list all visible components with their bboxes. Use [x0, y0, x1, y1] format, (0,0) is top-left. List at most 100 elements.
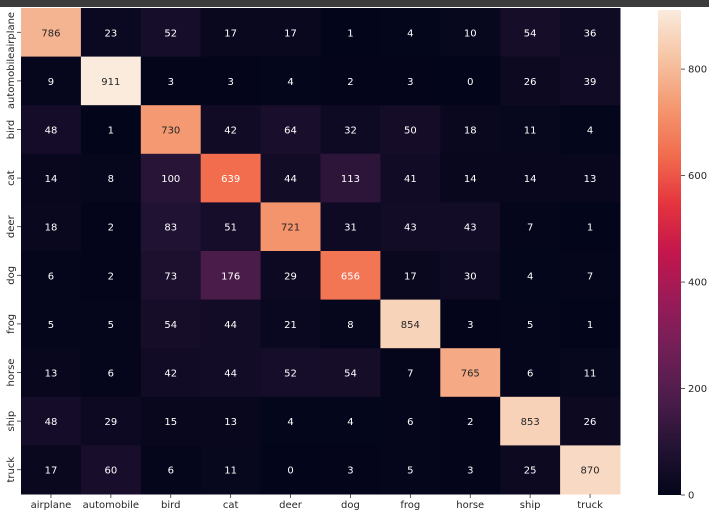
heatmap-cell: [80, 299, 142, 349]
heatmap-cell: [260, 445, 321, 495]
cell-value-label: 1: [108, 126, 114, 137]
y-tick-label: deer: [6, 214, 17, 238]
cell-value-label: 15: [164, 417, 177, 428]
heatmap-cell: [380, 299, 441, 349]
cell-value-label: 14: [524, 174, 537, 185]
x-tick-label: dog: [341, 500, 360, 511]
heatmap-cell: [500, 153, 561, 203]
heatmap-cell: [260, 348, 321, 398]
cell-value-label: 4: [587, 126, 593, 137]
heatmap-cell: [380, 56, 441, 106]
heatmap-cell: [21, 348, 82, 398]
cell-value-label: 3: [168, 77, 174, 88]
cell-value-label: 2: [108, 223, 114, 234]
cell-value-label: 7: [407, 369, 413, 380]
heatmap-cell: [500, 56, 561, 106]
colorbar: 0 200 400 600 800: [658, 10, 707, 502]
cell-value-label: 639: [221, 174, 240, 185]
heatmap-cell: [320, 348, 381, 398]
heatmap-cell: [380, 8, 441, 58]
heatmap-cell: [260, 105, 321, 155]
cell-value-label: 3: [227, 77, 233, 88]
x-tick-label: cat: [223, 500, 239, 511]
heatmap-cell: [80, 153, 142, 203]
heatmap-cell: [560, 299, 621, 349]
cell-value-label: 656: [341, 271, 360, 282]
heatmap-cell: [140, 445, 202, 495]
heatmap-cell: [320, 251, 381, 301]
cell-value-label: 4: [527, 271, 533, 282]
window-top-border: [0, 0, 709, 7]
cell-value-label: 786: [41, 28, 60, 39]
x-tick-label: frog: [400, 500, 420, 511]
cell-value-label: 5: [527, 320, 533, 331]
cell-value-label: 17: [45, 466, 58, 477]
x-tick-label: horse: [456, 500, 484, 511]
heatmap-cell: [80, 56, 142, 106]
cell-value-label: 11: [584, 369, 597, 380]
heatmap-cell: [440, 153, 501, 203]
heatmap-cell: [21, 56, 82, 106]
heatmap-cell: [200, 202, 262, 252]
cell-value-label: 11: [524, 126, 537, 137]
x-tick-label: automobile: [83, 500, 139, 511]
heatmap-cell: [320, 202, 381, 252]
heatmap-cell: [560, 202, 621, 252]
heatmap-cell: [80, 251, 142, 301]
heatmap-cell: [320, 396, 381, 446]
cell-value-label: 83: [164, 223, 177, 234]
heatmap-cell: [500, 348, 561, 398]
cell-value-label: 4: [287, 417, 293, 428]
heatmap-cell: [21, 445, 82, 495]
colorbar-tick-label: 400: [688, 278, 707, 289]
heatmap-cell: [320, 153, 381, 203]
cell-value-label: 64: [284, 126, 297, 137]
cell-value-label: 51: [224, 223, 237, 234]
cell-value-label: 48: [45, 417, 58, 428]
heatmap-cell: [260, 396, 321, 446]
heatmap-cell: [560, 153, 621, 203]
cell-value-label: 113: [341, 174, 360, 185]
colorbar-tick-label: 200: [688, 384, 707, 395]
cell-value-label: 13: [224, 417, 237, 428]
cell-value-label: 3: [467, 466, 473, 477]
y-tick-label: cat: [6, 170, 17, 186]
cell-value-label: 52: [164, 28, 177, 39]
heatmap-cell: [500, 8, 561, 58]
y-tick-label: ship: [6, 411, 17, 432]
heatmap-cell: [200, 251, 262, 301]
cell-value-label: 18: [464, 126, 477, 137]
heatmap-cell: [260, 202, 321, 252]
heatmap-cell: [140, 153, 202, 203]
cell-value-label: 13: [45, 369, 58, 380]
cell-value-label: 54: [164, 320, 177, 331]
cell-value-label: 2: [467, 417, 473, 428]
cell-value-label: 2: [347, 77, 353, 88]
cell-value-label: 21: [284, 320, 297, 331]
heatmap-cell: [80, 445, 142, 495]
heatmap-cell: [500, 202, 561, 252]
heatmap-cell: [380, 348, 441, 398]
cell-value-label: 29: [104, 417, 117, 428]
heatmap-cell: [560, 445, 621, 495]
cell-value-label: 18: [45, 223, 58, 234]
heatmap-cell: [200, 153, 262, 203]
cell-value-label: 14: [464, 174, 477, 185]
heatmap-cell: [380, 445, 441, 495]
y-tick-label: dog: [6, 266, 17, 285]
heatmap-cell: [140, 396, 202, 446]
cell-value-label: 730: [161, 126, 180, 137]
heatmap-cell: [21, 396, 82, 446]
heatmap-cell: [560, 8, 621, 58]
cell-value-label: 7: [527, 223, 533, 234]
heatmap-cell: [21, 251, 82, 301]
heatmap-cell: [440, 8, 501, 58]
heatmap-cell: [200, 348, 262, 398]
heatmap-cell: [200, 105, 262, 155]
cell-value-label: 5: [407, 466, 413, 477]
heatmap-cell: [80, 8, 142, 58]
heatmap-cell: [380, 396, 441, 446]
heatmap-cell: [21, 8, 82, 58]
cell-value-label: 14: [45, 174, 58, 185]
